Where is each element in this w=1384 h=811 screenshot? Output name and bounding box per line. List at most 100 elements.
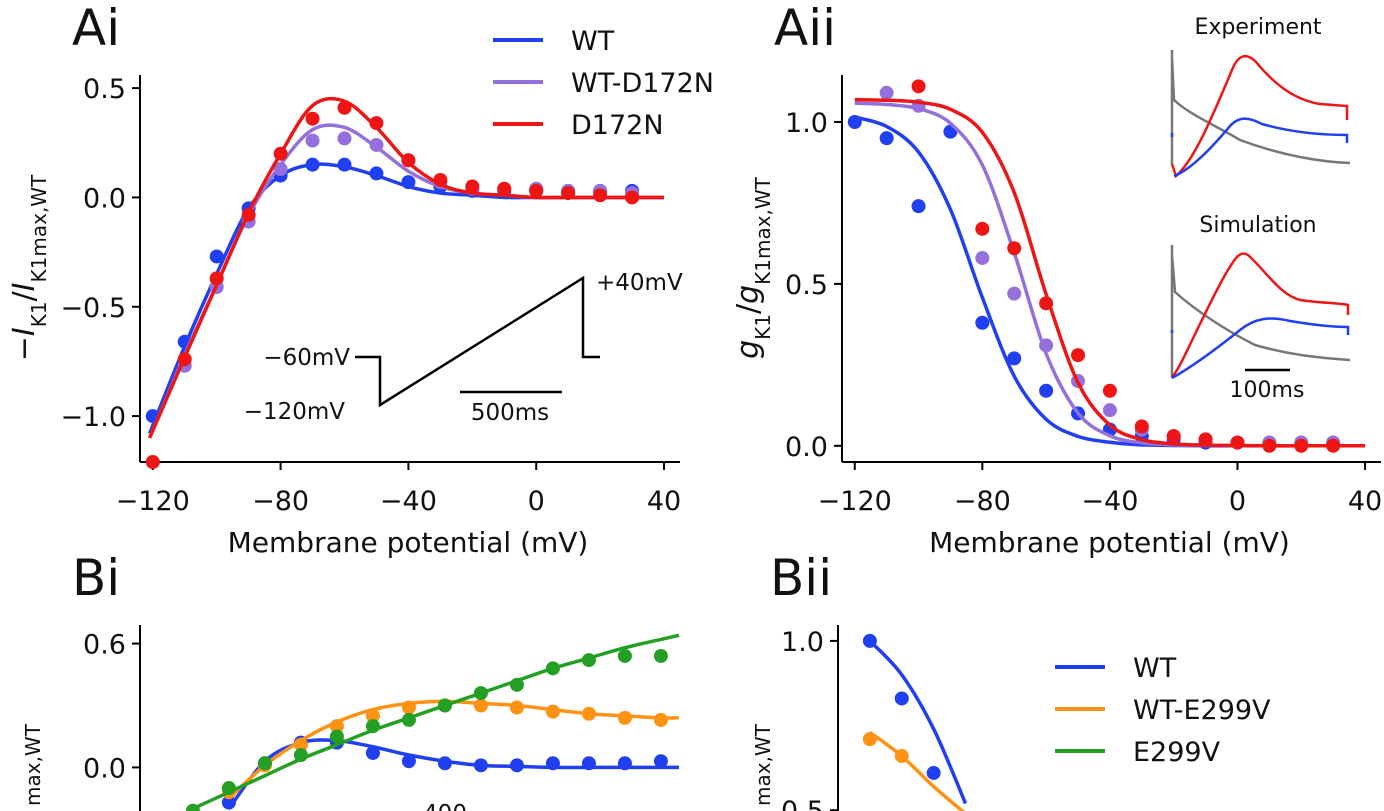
data-point [273,162,288,177]
y-label-part: I [7,282,42,291]
data-point [1007,241,1022,256]
data-point [653,712,668,727]
y-axis-label: gK1/gK1max,WT [731,176,775,359]
x-tick-label: 0 [1229,486,1246,517]
y-label-part: K1max,WT [751,176,775,285]
annotation: 400 [423,801,467,811]
x-tick-label: 40 [647,486,681,517]
data-point [293,737,308,752]
data-point [293,748,308,763]
legend-label: E299V [1133,737,1221,768]
data-point [1198,432,1213,447]
x-axis-label: Membrane potential (mV) [228,526,589,559]
y-label-part: K1 [751,314,775,340]
data-point [1262,438,1277,453]
panel-label: Bii [770,549,832,607]
data-point [221,781,236,796]
panel-label: Aii [774,0,836,57]
legend-label: D172N [571,110,664,141]
data-point [1007,351,1022,366]
fit-line [147,123,665,439]
y-axis-label: max,WT [751,723,775,806]
y-label-part: I [7,327,42,336]
data-point [1039,338,1054,353]
data-point [365,719,380,734]
data-point [1102,403,1117,418]
data-point [273,146,288,161]
panel-label: Bi [72,549,120,607]
y-tick-label: 0.5 [785,270,828,301]
fit-line [868,730,966,811]
y-axis-label: −IK1/IK1max,WT [7,174,51,361]
data-point [1326,438,1341,453]
data-point [433,172,448,187]
data-point [581,706,596,721]
data-point [975,315,990,330]
data-point [1039,383,1054,398]
legend-label: WT [1133,653,1177,684]
x-tick-label: 0 [528,486,545,517]
x-tick-label: −120 [116,486,190,517]
y-label-part: g [731,285,766,304]
data-point [401,175,416,190]
data-point [911,199,926,214]
data-point [1230,435,1245,450]
data-point [509,677,524,692]
annotation: 500ms [471,400,549,426]
y-tick-label: 0.5 [781,796,824,811]
data-point [369,166,384,181]
y-tick-label: 0.0 [785,432,828,463]
fit-line [147,162,665,435]
data-point [369,116,384,131]
data-point [529,183,544,198]
data-point [473,686,488,701]
y-label-part: / [7,290,42,301]
data-point [437,698,452,713]
data-point [509,758,524,773]
data-point [257,756,272,771]
data-point [879,85,894,100]
annotation: −60mV [263,345,350,371]
fit-line [868,639,968,805]
data-point [862,633,877,648]
data-point [1134,419,1149,434]
data-point [401,754,416,769]
data-point [329,719,344,734]
data-point [473,698,488,713]
y-tick-label: 0.6 [83,630,126,661]
y-tick-label: −1.0 [60,402,126,433]
data-point [305,111,320,126]
data-point [209,249,224,264]
annotation: 100ms [1230,378,1305,403]
data-point [894,749,909,764]
data-point [862,732,877,747]
data-point [437,756,452,771]
data-point [473,758,488,773]
data-point [1071,348,1086,363]
y-tick-label: 1.0 [785,108,828,139]
data-point [1039,296,1054,311]
fit-line [147,96,665,439]
data-point [365,745,380,760]
protocol-trace [355,275,600,408]
data-point [617,710,632,725]
data-point [305,133,320,148]
data-point [1007,286,1022,301]
annotation: −120mV [244,399,346,425]
data-point [926,765,941,780]
data-point [241,207,256,222]
inset-simulation [1170,245,1351,380]
data-point [545,756,560,771]
x-tick-label: −80 [954,486,1011,517]
x-axis-label: Membrane potential (mV) [929,526,1290,559]
data-point [593,188,608,203]
data-point [975,221,990,236]
y-tick-label: 1.0 [781,627,824,658]
data-point [1102,383,1117,398]
data-point [145,455,160,469]
data-point [879,131,894,146]
annotation: Simulation [1199,213,1316,238]
data-point [653,648,668,663]
x-tick-label: −120 [818,486,892,517]
